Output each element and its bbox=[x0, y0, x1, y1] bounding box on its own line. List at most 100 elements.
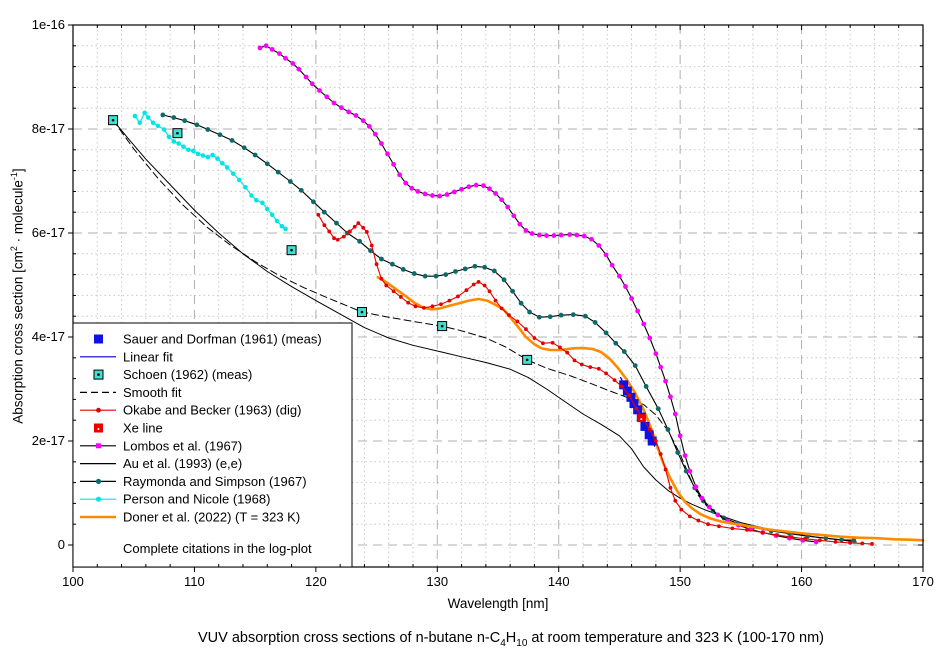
data-point-marker bbox=[353, 113, 359, 118]
x-tick-label: 130 bbox=[426, 574, 448, 589]
data-point-marker bbox=[430, 193, 435, 198]
data-point-marker bbox=[609, 262, 615, 268]
data-point-marker bbox=[145, 115, 151, 120]
data-point-marker bbox=[287, 179, 293, 184]
chart-caption: VUV absorption cross sections of n-butan… bbox=[197, 630, 824, 649]
data-point-marker bbox=[572, 358, 577, 363]
data-point-marker bbox=[422, 305, 426, 310]
data-point-marker bbox=[166, 134, 172, 140]
data-point-marker bbox=[205, 154, 211, 160]
marker-dot bbox=[176, 131, 179, 135]
data-point-marker bbox=[95, 496, 102, 502]
data-point-marker bbox=[653, 351, 659, 357]
data-point-marker bbox=[668, 485, 673, 490]
data-point-marker bbox=[583, 313, 588, 319]
legend-label: Raymonda and Simpson (1967) bbox=[123, 474, 307, 489]
data-point-marker bbox=[257, 45, 263, 51]
data-point-marker bbox=[217, 132, 223, 138]
data-point-marker bbox=[372, 131, 378, 137]
marker-dot bbox=[440, 324, 444, 328]
data-point-marker bbox=[364, 230, 369, 234]
data-point-marker bbox=[789, 535, 794, 540]
legend-entry-3: Smooth fit bbox=[80, 385, 182, 400]
legend-label: Okabe and Becker (1963) (dig) bbox=[123, 403, 301, 418]
data-point-marker bbox=[813, 539, 819, 545]
series-person bbox=[132, 110, 288, 232]
legend-label: Linear fit bbox=[123, 349, 173, 364]
data-point-marker bbox=[430, 304, 435, 309]
data-point-marker bbox=[592, 320, 598, 325]
series-doner-line bbox=[376, 275, 925, 542]
data-point-marker bbox=[384, 283, 389, 288]
data-point-marker bbox=[647, 427, 652, 432]
data-point-marker bbox=[263, 43, 269, 49]
data-point-marker bbox=[679, 507, 684, 512]
caption-subscript: 10 bbox=[516, 637, 528, 649]
data-point-marker bbox=[730, 526, 735, 531]
data-point-marker bbox=[643, 384, 649, 389]
data-point-marker bbox=[341, 234, 346, 239]
data-point-marker bbox=[507, 313, 511, 318]
data-point-marker bbox=[433, 273, 439, 279]
data-point-marker bbox=[220, 161, 225, 166]
data-point-marker bbox=[672, 411, 678, 417]
data-point-marker bbox=[529, 231, 535, 236]
legend-entry-1: Linear fit bbox=[80, 349, 173, 364]
legend-label: Au et al. (1993) (e,e) bbox=[123, 456, 242, 471]
data-point-marker bbox=[635, 308, 641, 314]
data-point-marker bbox=[634, 406, 639, 411]
data-point-marker bbox=[195, 151, 201, 157]
x-tick-label: 170 bbox=[912, 574, 934, 589]
data-point-marker bbox=[551, 233, 557, 239]
legend-entry-5: Xe line bbox=[94, 421, 163, 436]
caption-subscript: 4 bbox=[500, 637, 506, 649]
data-point-marker bbox=[252, 152, 258, 158]
data-point-marker bbox=[579, 362, 584, 367]
data-point-marker bbox=[487, 186, 492, 192]
marker-dot bbox=[97, 373, 100, 376]
data-point-marker bbox=[132, 113, 138, 119]
data-point-marker bbox=[368, 248, 373, 254]
data-point-marker bbox=[640, 421, 650, 431]
data-point-marker bbox=[817, 538, 822, 543]
data-point-marker bbox=[696, 518, 701, 523]
series-smooth_fit bbox=[112, 119, 709, 509]
data-point-marker bbox=[155, 123, 161, 129]
data-point-marker bbox=[619, 384, 624, 389]
data-point-marker bbox=[264, 206, 270, 212]
data-point-marker bbox=[839, 537, 845, 543]
data-point-marker bbox=[249, 193, 254, 198]
data-point-marker bbox=[366, 124, 372, 129]
data-point-marker bbox=[331, 100, 337, 106]
data-point-marker bbox=[491, 268, 497, 274]
data-point-marker bbox=[527, 309, 532, 315]
data-point-marker bbox=[536, 232, 542, 238]
data-point-marker bbox=[260, 200, 265, 206]
data-point-marker bbox=[710, 508, 716, 514]
data-point-marker bbox=[517, 221, 523, 227]
data-point-marker bbox=[653, 439, 658, 443]
data-point-marker bbox=[760, 530, 765, 535]
data-point-marker bbox=[369, 243, 374, 248]
x-tick-label: 150 bbox=[669, 574, 691, 589]
data-point-marker bbox=[142, 110, 147, 116]
data-point-marker bbox=[581, 233, 587, 239]
data-point-marker bbox=[283, 226, 288, 232]
data-point-marker bbox=[567, 232, 573, 237]
legend-entry-10: Doner et al. (2022) (T = 323 K) bbox=[80, 510, 300, 525]
data-point-marker bbox=[403, 180, 409, 186]
data-point-marker bbox=[647, 436, 657, 446]
data-point-marker bbox=[361, 225, 366, 230]
data-point-marker bbox=[277, 51, 282, 56]
legend-label: Sauer and Dorfman (1961) (meas) bbox=[123, 332, 322, 347]
legend-label: Person and Nicole (1968) bbox=[123, 492, 270, 507]
data-point-marker bbox=[544, 233, 549, 239]
marker-dot bbox=[97, 428, 100, 430]
data-point-marker bbox=[745, 528, 749, 532]
data-point-marker bbox=[644, 430, 654, 440]
data-point-marker bbox=[515, 319, 520, 324]
x-tick-label: 120 bbox=[305, 574, 327, 589]
data-point-marker bbox=[482, 264, 488, 270]
data-point-marker bbox=[775, 533, 780, 538]
